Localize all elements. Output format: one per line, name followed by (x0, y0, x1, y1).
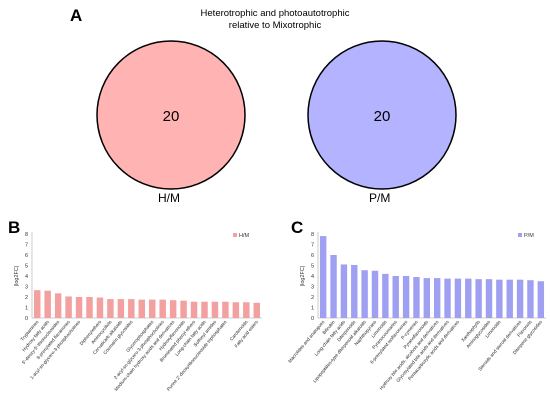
chart-c-y-tick-label: 5 (311, 264, 314, 270)
chart-b-y-tick-label: 6 (25, 253, 28, 259)
chart-c-y-tick-label: 1 (311, 306, 314, 312)
chart-b-bar (253, 302, 261, 318)
panel-letter-a: A (70, 6, 83, 25)
chart-c-bar (537, 281, 545, 318)
venn-count-hm: 20 (163, 108, 180, 125)
chart-b-bar (75, 297, 83, 318)
chart-b-bar (33, 290, 41, 318)
chart-b-bar (180, 300, 187, 318)
chart-b-y-tick-label: 7 (25, 243, 28, 249)
chart-b-y-tick-label: 4 (25, 274, 28, 280)
venn-title-line2: relative to Mixotrophic (228, 20, 322, 31)
chart-b-y-tick-label: 2 (25, 295, 28, 301)
chart-b-bar (201, 301, 208, 318)
chart-b-y-tick-label: 8 (25, 232, 28, 238)
chart-c-bar (340, 264, 348, 318)
chart-b-y-tick-label: 0 (25, 316, 28, 322)
chart-c-bar (319, 236, 327, 318)
chart-b-legend-swatch (233, 233, 237, 237)
chart-b-bar (211, 301, 219, 318)
chart-c-bar (454, 278, 462, 318)
chart-b-bar (44, 290, 51, 318)
chart-b-y-tick-label: 5 (25, 264, 28, 270)
chart-c-bar (465, 278, 472, 318)
chart-c-y-tick-label: 0 (311, 316, 314, 322)
venn-circle-hm (96, 40, 246, 190)
chart-c-bar (423, 278, 431, 318)
chart-b-y-axis-label: |log2FC| (14, 266, 20, 287)
chart-c-bar (433, 278, 441, 318)
chart-b-bar (169, 300, 177, 318)
chart-b-bar (159, 299, 166, 318)
chart-b-bar (107, 299, 114, 318)
panel-letter-b: B (8, 218, 21, 237)
chart-c-bar (485, 279, 493, 318)
chart-b-bar (128, 299, 135, 318)
venn-title: Heterotrophic and photoautotrophic relat… (170, 8, 380, 32)
chart-b-bar (117, 299, 125, 318)
chart-c-y-axis-label: |log2FC| (300, 266, 306, 287)
chart-c-y-tick-label: 2 (311, 295, 314, 301)
chart-c-bar (475, 279, 482, 318)
chart-c-y-tick-label: 3 (311, 285, 314, 291)
chart-c-y-tick-label: 6 (311, 253, 314, 259)
chart-c-legend-swatch (518, 233, 522, 237)
chart-c-y-tick-label: 4 (311, 274, 314, 280)
panel-letter-c: C (291, 218, 304, 237)
chart-c-y-tick-label: 7 (311, 243, 314, 249)
chart-b-y-tick-label: 3 (25, 285, 28, 291)
venn-label-pm: P/M (369, 191, 391, 205)
chart-c-bar (361, 270, 368, 318)
venn-count-pm: 20 (374, 108, 391, 125)
chart-b-bar (65, 296, 72, 318)
chart-c-bar (371, 270, 379, 318)
chart-b-bar (96, 297, 104, 318)
chart-c-legend-label: P/M (524, 233, 534, 239)
chart-c-bar (444, 278, 451, 318)
chart-b-bar (222, 301, 229, 318)
chart-c-y-tick-label: 8 (311, 232, 314, 238)
chart-c-bar (382, 273, 389, 318)
venn-label-hm: H/M (158, 191, 180, 205)
chart-c-bar (496, 279, 503, 318)
chart-b-bar (190, 301, 198, 318)
chart-c-bar (402, 276, 410, 318)
chart-b-bar (54, 293, 62, 318)
chart-c-bar (392, 276, 399, 318)
chart-b-y-tick-label: 1 (25, 306, 28, 312)
venn-circle-pm (307, 40, 457, 190)
chart-c-bar (330, 255, 337, 318)
chart-c-bar (527, 280, 534, 318)
chart-c-bar (506, 279, 513, 318)
venn-title-line1: Heterotrophic and photoautotrophic (200, 8, 350, 19)
chart-c-bar (516, 279, 524, 318)
chart-b-bar (232, 302, 240, 318)
chart-c-category-label: Macrolides and analogues (287, 319, 326, 364)
chart-b-bar (243, 302, 250, 318)
chart-b-bar (148, 299, 156, 318)
chart-b-bar (86, 297, 93, 318)
chart-b-legend-label: H/M (239, 233, 250, 239)
chart-c-bar (413, 277, 420, 318)
chart-c-bar (351, 264, 358, 318)
chart-b-bar (138, 299, 146, 318)
